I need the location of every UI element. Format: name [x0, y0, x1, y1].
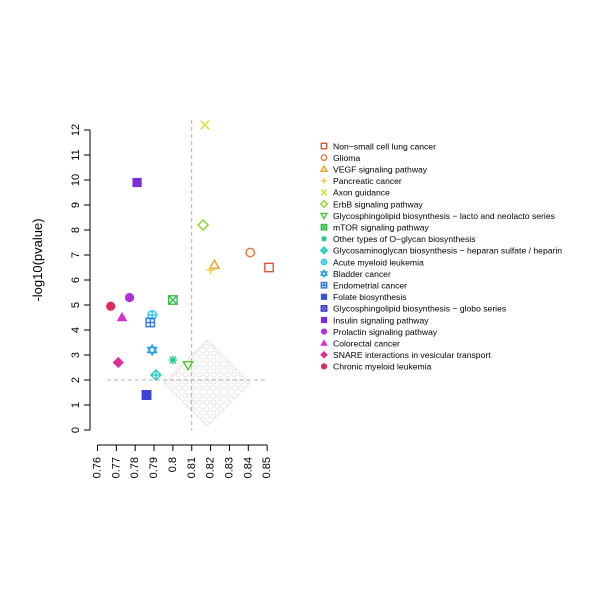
legend-symbol [321, 236, 327, 242]
x-tick-label: 0.84 [242, 457, 254, 478]
watermark [163, 339, 251, 427]
legend-label: Endometrial cancer [333, 281, 407, 291]
legend-symbol [320, 258, 328, 266]
legend-symbol [320, 304, 328, 312]
legend-label: Prolactin signaling pathway [333, 327, 438, 337]
legend-symbol [320, 154, 328, 162]
legend-symbol [320, 223, 328, 231]
y-tick-label: 12 [70, 124, 82, 136]
x-tick-label: 0.83 [223, 457, 235, 478]
data-point [264, 262, 274, 273]
y-tick-label: 6 [70, 277, 82, 283]
legend-symbol [319, 164, 329, 173]
data-point [106, 301, 116, 311]
data-point [182, 360, 194, 372]
legend-label: VEGF signaling pathway [333, 165, 428, 175]
legend-label: Chronic myeloid leukemia [333, 362, 432, 372]
legend-label: Folate biosynthesis [333, 292, 407, 302]
legend-label: Glycosaminoglycan biosynthesis − heparan… [333, 246, 562, 256]
x-tick-label: 0.77 [110, 457, 122, 478]
legend-label: Glycosphingolipid biosynthesis − globo s… [333, 304, 506, 314]
data-point [245, 247, 256, 258]
data-point [146, 343, 158, 357]
legend-label: Axon guidance [333, 188, 390, 198]
legend-symbol [319, 212, 329, 221]
y-tick-label: 9 [70, 202, 82, 208]
legend-label: SNARE interactions in vesicular transpor… [333, 350, 491, 360]
x-tick-label: 0.76 [92, 457, 104, 478]
legend-label: Acute myeloid leukemia [333, 257, 424, 267]
legend-label: ErbB signaling pathway [333, 199, 424, 209]
y-tick-label: 2 [70, 377, 82, 383]
x-tick-label: 0.82 [205, 457, 217, 478]
legend-symbol [319, 268, 329, 279]
x-tick-label: 0.8 [167, 457, 179, 472]
legend-symbol [320, 293, 328, 300]
y-tick-label: 0 [70, 427, 82, 433]
data-point [124, 292, 135, 303]
x-tick-label: 0.81 [186, 457, 198, 478]
legend-symbol [320, 281, 328, 289]
legend-label: Bladder cancer [333, 269, 391, 279]
x-tick-label: 0.79 [148, 457, 160, 478]
legend-symbol [320, 189, 328, 196]
legend-label: Glioma [333, 153, 360, 163]
y-tick-label: 1 [70, 402, 82, 408]
reference-lines [106, 120, 268, 430]
legend-label: Colorectal cancer [333, 339, 400, 349]
data-point [167, 295, 178, 305]
y-tick-label: 3 [70, 352, 82, 358]
legend: Non−small cell lung cancer Glioma VEGF sig… [319, 141, 562, 372]
y-tick-label: 7 [70, 252, 82, 258]
x-tick-label: 0.85 [261, 457, 273, 478]
legend-symbol [320, 339, 328, 346]
data-point [206, 265, 215, 275]
data-point [200, 120, 210, 130]
data-point [197, 218, 210, 232]
data-point [145, 317, 156, 328]
y-tick-label: 10 [70, 174, 82, 186]
data-point [208, 258, 221, 270]
legend-label: Glycosphingolipid biosynthesis − lacto a… [333, 211, 555, 221]
y-tick-label: 5 [70, 302, 82, 308]
legend-label: Insulin signaling pathway [333, 315, 429, 325]
data-point [141, 390, 152, 400]
legend-symbol [320, 363, 328, 370]
legend-label: mTOR signaling pathway [333, 223, 430, 233]
legend-label: Other types of O−glycan biosynthesis [333, 234, 476, 244]
legend-symbol [320, 328, 328, 335]
y-axis-label: -log10(pvalue) [30, 218, 45, 301]
y-tick-label: 4 [70, 327, 82, 333]
legend-symbol [320, 350, 328, 359]
watermark-diamond [163, 339, 251, 427]
y-tick-label: 8 [70, 227, 82, 233]
data-point [168, 355, 178, 365]
data-point [112, 356, 124, 369]
x-tick-label: 0.78 [129, 457, 141, 478]
data-point [149, 368, 162, 382]
legend-label: Pancreatic cancer [333, 176, 402, 186]
data-points [106, 120, 274, 400]
data-point [132, 177, 142, 188]
y-tick-label: 11 [70, 149, 82, 160]
legend-symbol [320, 316, 328, 324]
legend-label: Non−small cell lung cancer [333, 141, 436, 151]
data-point [116, 311, 128, 322]
legend-symbol [320, 142, 328, 150]
legend-symbol [321, 178, 327, 184]
legend-symbol [319, 199, 329, 209]
legend-symbol [319, 246, 329, 255]
